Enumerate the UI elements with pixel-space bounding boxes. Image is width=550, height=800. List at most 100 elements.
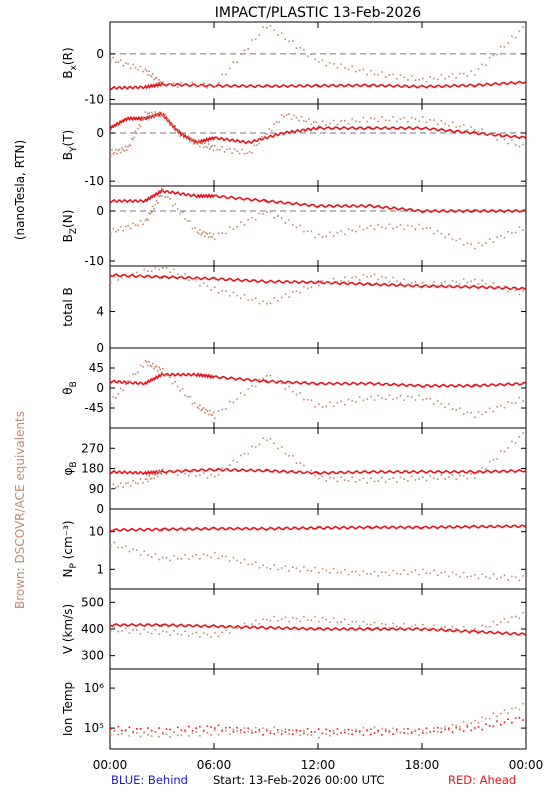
- data-point: [219, 149, 221, 151]
- data-point: [410, 225, 413, 227]
- data-point: [150, 729, 153, 732]
- data-point: [186, 137, 189, 140]
- data-point: [266, 566, 268, 569]
- data-point: [377, 626, 379, 629]
- data-point: [370, 69, 372, 72]
- data-point: [448, 727, 450, 730]
- data-point: [145, 115, 148, 118]
- data-point: [500, 136, 502, 138]
- data-point: [351, 570, 353, 573]
- panel-Bz: 0 -10 BZ(N): [61, 185, 527, 268]
- data-point: [292, 390, 294, 393]
- data-point: [124, 273, 127, 276]
- data-point: [403, 278, 405, 281]
- data-point: [288, 733, 290, 735]
- data-point: [440, 731, 443, 733]
- data-point: [228, 295, 231, 297]
- series-ahead-line: [109, 467, 527, 476]
- data-point: [292, 729, 294, 732]
- data-point: [462, 124, 465, 126]
- data-point: [206, 410, 209, 412]
- series-ahead-line: [109, 187, 527, 214]
- data-point: [440, 74, 443, 76]
- data-point: [518, 708, 521, 711]
- data-point: [455, 724, 457, 727]
- data-point: [181, 211, 184, 213]
- data-point: [440, 572, 443, 574]
- y-tick-label: 0: [96, 381, 104, 395]
- data-point: [373, 726, 376, 728]
- data-point: [455, 478, 457, 481]
- data-point: [269, 210, 272, 213]
- data-point: [295, 226, 298, 229]
- data-point: [247, 452, 249, 455]
- data-point: [202, 230, 205, 233]
- data-point: [210, 413, 212, 416]
- data-point: [128, 144, 131, 146]
- data-point: [407, 732, 409, 735]
- data-point: [325, 405, 327, 408]
- data-point: [188, 86, 190, 88]
- data-point: [261, 136, 263, 138]
- data-point: [232, 626, 235, 629]
- data-point: [347, 228, 350, 230]
- data-point: [275, 121, 278, 123]
- data-point: [362, 68, 365, 71]
- data-point: [451, 626, 454, 628]
- data-point: [466, 411, 469, 414]
- data-point: [196, 231, 199, 234]
- data-point: [277, 731, 279, 733]
- data-point: [128, 277, 131, 279]
- data-point: [113, 626, 116, 629]
- data-point: [388, 730, 391, 732]
- data-point: [254, 218, 257, 221]
- data-point: [184, 554, 186, 556]
- data-point: [518, 30, 521, 33]
- data-point: [139, 125, 142, 128]
- data-point: [414, 228, 417, 230]
- data-point: [329, 282, 331, 285]
- data-point: [195, 279, 197, 281]
- data-point: [466, 75, 469, 77]
- data-point: [347, 398, 350, 401]
- data-point: [455, 573, 457, 576]
- data-point: [522, 719, 524, 721]
- data-point: [399, 224, 402, 226]
- data-point: [410, 116, 413, 119]
- data-point: [155, 76, 158, 79]
- data-point: [429, 119, 431, 121]
- data-point: [474, 727, 476, 729]
- data-point: [440, 626, 443, 629]
- data-point: [433, 77, 435, 80]
- data-point: [167, 119, 169, 121]
- data-point: [214, 552, 216, 554]
- data-point: [388, 74, 391, 76]
- data-point: [159, 368, 162, 371]
- data-point: [288, 620, 290, 623]
- footer-start: Start: 13-Feb-2026 00:00 UTC: [213, 773, 384, 787]
- data-point: [310, 619, 313, 621]
- data-point: [199, 284, 201, 287]
- data-point: [299, 462, 301, 464]
- data-point: [381, 571, 383, 573]
- data-point: [388, 119, 391, 122]
- data-point: [165, 473, 168, 475]
- data-point: [373, 621, 376, 624]
- data-point: [384, 76, 387, 78]
- y-axis-label: φB: [61, 461, 79, 475]
- data-point: [321, 406, 324, 408]
- y-axis-label: BY(T): [61, 130, 79, 160]
- data-point: [193, 143, 195, 145]
- data-point: [254, 446, 257, 448]
- data-point: [459, 407, 461, 409]
- data-point: [122, 229, 124, 232]
- data-point: [199, 474, 201, 476]
- data-point: [470, 722, 472, 724]
- data-point: [518, 436, 521, 438]
- data-point: [217, 635, 220, 637]
- data-point: [280, 382, 283, 385]
- data-point: [459, 630, 461, 632]
- data-point: [122, 149, 124, 151]
- data-point: [217, 410, 220, 412]
- data-point: [206, 477, 209, 479]
